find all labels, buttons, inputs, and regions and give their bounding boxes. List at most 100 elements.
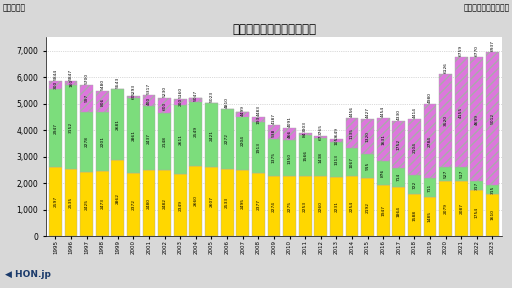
Bar	[471, 190, 483, 236]
Text: 4499: 4499	[241, 105, 245, 116]
Text: 2372: 2372	[132, 199, 136, 210]
Text: 300: 300	[53, 81, 57, 89]
Text: 5543: 5543	[116, 77, 120, 88]
Text: 714: 714	[397, 173, 401, 181]
Text: 4427: 4427	[366, 107, 370, 118]
Bar	[237, 170, 249, 236]
Text: 2473: 2473	[100, 198, 104, 209]
Bar	[330, 177, 343, 236]
Text: 1947: 1947	[381, 205, 385, 216]
Bar	[174, 105, 187, 174]
Text: 2274: 2274	[272, 200, 276, 211]
Bar	[455, 181, 467, 236]
Bar	[346, 177, 358, 236]
Text: 1566: 1566	[303, 150, 307, 161]
Text: 5844: 5844	[53, 69, 57, 80]
Bar	[96, 91, 109, 112]
Bar	[314, 138, 327, 176]
Text: 600: 600	[163, 101, 167, 110]
Text: 6937: 6937	[490, 40, 495, 51]
Text: 単位：億円: 単位：億円	[3, 3, 26, 12]
Bar	[423, 178, 436, 197]
Bar	[189, 166, 202, 236]
Text: 67: 67	[319, 134, 323, 140]
Bar	[268, 139, 280, 176]
Bar	[314, 176, 327, 236]
Bar	[455, 57, 467, 167]
Text: 711: 711	[428, 183, 432, 192]
Bar	[252, 118, 265, 122]
Text: 2254: 2254	[350, 201, 354, 212]
Text: 2253: 2253	[303, 201, 307, 212]
Bar	[65, 81, 77, 86]
Text: 4699: 4699	[475, 113, 479, 124]
Text: 2087: 2087	[459, 203, 463, 214]
Bar	[65, 169, 77, 236]
Text: 6759: 6759	[459, 45, 463, 56]
Bar	[237, 112, 249, 170]
Text: 4456: 4456	[350, 106, 354, 117]
Bar	[377, 185, 390, 236]
Text: 4187: 4187	[272, 113, 276, 124]
Text: 1913: 1913	[257, 142, 260, 153]
Text: 出典：出版科学研究所: 出典：出版科学研究所	[463, 3, 509, 12]
Bar	[112, 89, 124, 160]
Text: 2079: 2079	[443, 203, 447, 214]
Bar	[361, 178, 374, 236]
Bar	[127, 98, 140, 173]
Text: 6126: 6126	[443, 62, 447, 73]
Bar	[486, 194, 499, 236]
Text: 2611: 2611	[178, 134, 182, 145]
Text: 538: 538	[272, 128, 276, 137]
Text: 527: 527	[443, 170, 447, 178]
Bar	[268, 125, 280, 139]
Bar	[189, 98, 202, 103]
Text: 5023: 5023	[209, 91, 214, 102]
Text: 200: 200	[178, 98, 182, 106]
Text: 315: 315	[490, 185, 495, 194]
Bar	[80, 172, 93, 236]
Bar	[158, 98, 171, 113]
Text: 5230: 5230	[163, 86, 167, 96]
Text: 2784: 2784	[428, 136, 432, 147]
Text: 4155: 4155	[459, 107, 463, 118]
Text: 5480: 5480	[100, 79, 104, 90]
Bar	[221, 169, 233, 236]
Text: 105: 105	[334, 137, 338, 145]
Bar	[174, 99, 187, 105]
Text: 722: 722	[412, 180, 416, 189]
Text: 806: 806	[100, 98, 104, 106]
Bar	[252, 173, 265, 236]
Bar	[49, 167, 62, 236]
Text: 517: 517	[459, 170, 463, 178]
Text: 5847: 5847	[69, 69, 73, 80]
Bar	[49, 81, 62, 89]
Text: 84: 84	[303, 131, 307, 137]
Bar	[205, 167, 218, 236]
Text: 2278: 2278	[84, 136, 89, 147]
Text: 6770: 6770	[475, 45, 479, 56]
Text: 2862: 2862	[116, 193, 120, 204]
Bar	[314, 137, 327, 138]
Text: 1375: 1375	[272, 152, 276, 163]
Bar	[377, 161, 390, 185]
Text: 3152: 3152	[69, 122, 73, 133]
Bar	[455, 167, 467, 181]
Bar	[127, 96, 140, 98]
Text: 2533: 2533	[225, 197, 229, 208]
Text: 2421: 2421	[209, 130, 214, 141]
Text: 2425: 2425	[84, 198, 89, 210]
Bar	[392, 187, 405, 236]
Bar	[346, 118, 358, 148]
Text: 1313: 1313	[334, 154, 338, 165]
Bar	[237, 112, 249, 117]
Text: 1135: 1135	[350, 128, 354, 139]
Text: 1752: 1752	[397, 139, 401, 150]
Text: 2275: 2275	[288, 200, 291, 212]
Text: 2260: 2260	[319, 201, 323, 212]
Bar	[423, 197, 436, 236]
Bar	[392, 168, 405, 187]
Text: 3903: 3903	[303, 121, 307, 132]
Text: 2607: 2607	[209, 196, 214, 207]
Text: 876: 876	[381, 169, 385, 177]
